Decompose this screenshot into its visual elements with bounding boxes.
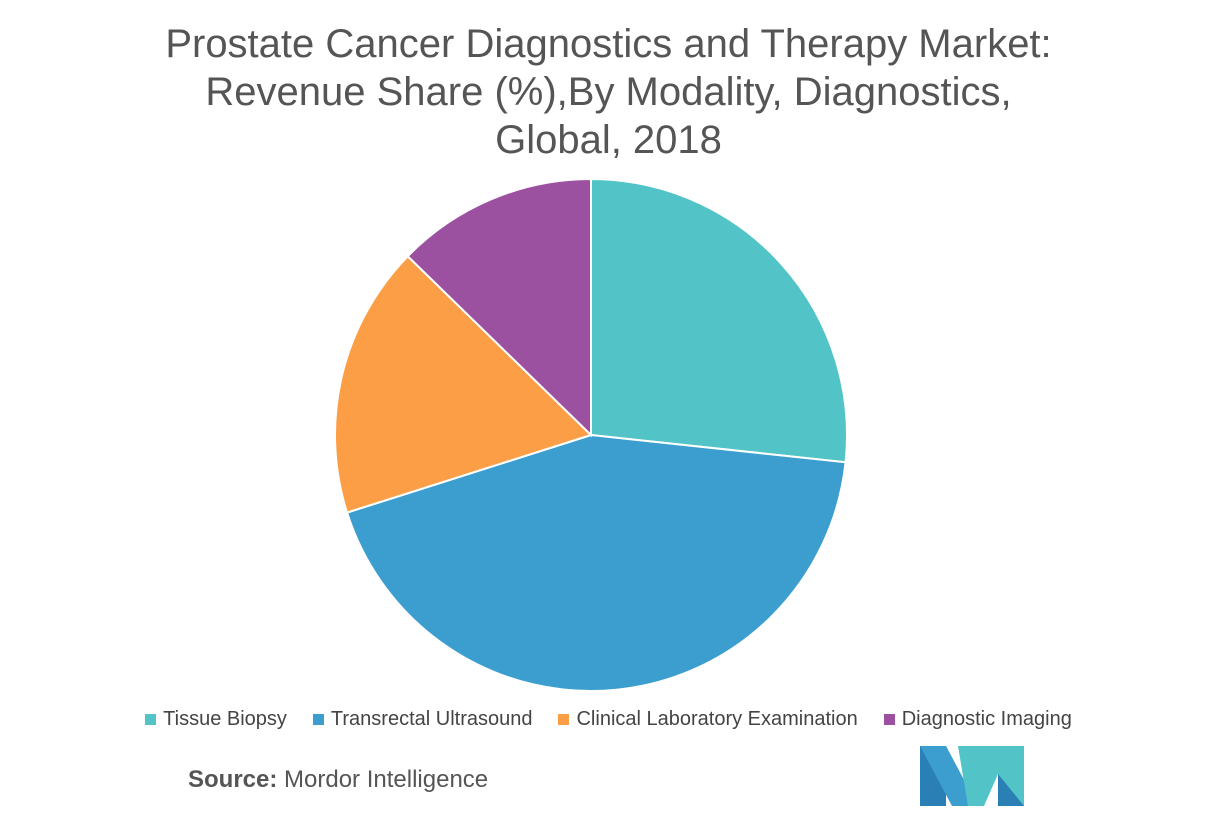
source-note: Source: Mordor Intelligence: [188, 766, 488, 794]
legend-item-clinical-laboratory-examination: Clinical Laboratory Examination: [558, 708, 858, 731]
title-line-3: Global, 2018: [495, 118, 722, 162]
legend-swatch: [883, 714, 895, 725]
legend-swatch: [312, 714, 324, 725]
pie-slice-transrectal-ultrasound: [345, 433, 847, 692]
legend-item-transrectal-ultrasound: Transrectal Ultrasound: [312, 708, 533, 731]
title-line-1: Prostate Cancer Diagnostics and Therapy …: [165, 22, 1052, 66]
chart-title: Prostate Cancer Diagnostics and Therapy …: [0, 20, 1217, 164]
pie-slice-tissue-biopsy: [590, 177, 848, 464]
source-text: Mordor Intelligence: [277, 766, 489, 793]
pie-slice-diagnostic-imaging: [406, 177, 592, 438]
source-label: Source:: [188, 766, 278, 793]
title-line-2: Revenue Share (%),By Modality, Diagnosti…: [205, 70, 1012, 114]
mordor-intelligence-logo: [920, 746, 1024, 806]
legend-label: Tissue Biopsy: [163, 708, 287, 730]
pie-slice-clinical-laboratory-examination: [334, 254, 593, 514]
legend-item-tissue-biopsy: Tissue Biopsy: [145, 708, 287, 731]
legend-label: Transrectal Ultrasound: [330, 708, 533, 730]
legend: Tissue Biopsy Transrectal Ultrasound Cli…: [0, 708, 1217, 731]
legend-label: Clinical Laboratory Examination: [576, 708, 858, 730]
legend-item-diagnostic-imaging: Diagnostic Imaging: [883, 708, 1072, 731]
legend-swatch: [145, 714, 157, 725]
legend-label: Diagnostic Imaging: [901, 708, 1072, 730]
legend-swatch: [558, 714, 570, 725]
